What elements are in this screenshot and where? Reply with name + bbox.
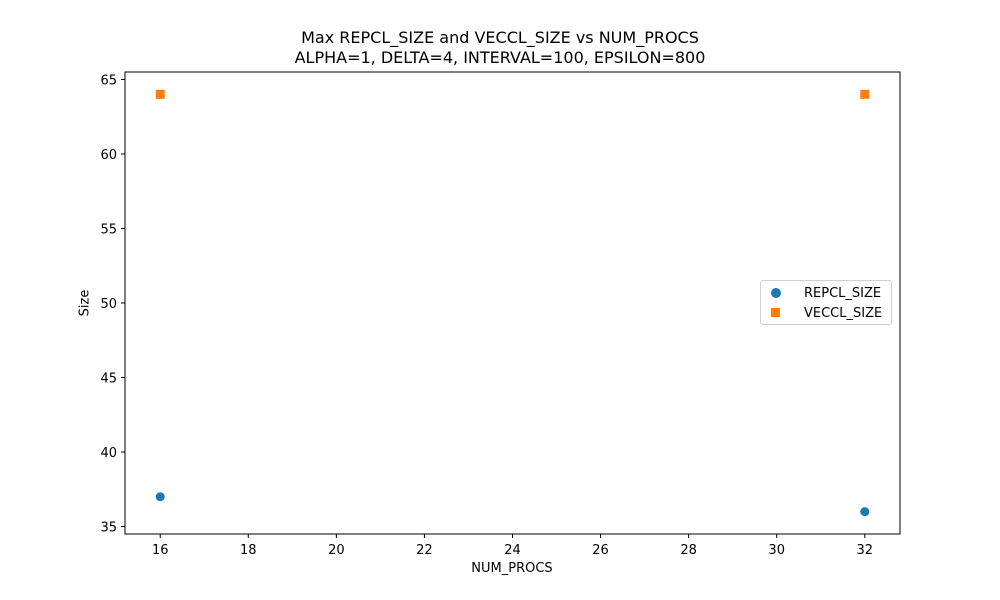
x-tick-label: 26 [592,543,609,558]
legend-entry-repcl: REPCL_SIZE [769,283,881,303]
x-tick-label: 16 [152,543,169,558]
data-point-veccl-size [155,89,165,99]
x-tick-label: 18 [240,543,257,558]
legend: REPCL_SIZE VECCL_SIZE [760,280,892,325]
square-marker-icon [769,303,783,323]
x-tick-label: 28 [680,543,697,558]
y-tick-label: 50 [100,297,117,312]
chart-title: Max REPCL_SIZE and VECCL_SIZE vs NUM_PRO… [301,28,699,47]
x-tick-label: 24 [504,543,521,558]
data-point-repcl-size [155,492,165,502]
x-tick-label: 22 [416,543,433,558]
x-tick-label: 32 [856,543,873,558]
data-point-repcl-size [860,507,870,517]
legend-entry-veccl: VECCL_SIZE [769,303,882,323]
y-tick-label: 40 [100,446,117,461]
legend-label: REPCL_SIZE [804,285,882,301]
points-layer [155,89,870,517]
x-tick-label: 20 [328,543,345,558]
chart-subtitle: ALPHA=1, DELTA=4, INTERVAL=100, EPSILON=… [294,48,706,67]
y-axis-label: Size [77,289,93,317]
y-tick-label: 45 [100,372,117,387]
x-tick-label: 30 [768,543,785,558]
plot-frame [124,71,901,535]
data-point-veccl-size [860,89,870,99]
circle-marker-icon [769,283,783,303]
y-tick-label: 55 [100,222,117,237]
y-tick-label: 35 [100,521,117,536]
y-tick-label: 60 [100,148,117,163]
y-tick-label: 65 [100,73,117,88]
x-axis-label: NUM_PROCS [471,561,553,576]
legend-label: VECCL_SIZE [804,305,883,321]
ticks-layer: 16 18 20 22 24 26 28 30 32 35 40 45 50 55 60 65 [100,73,873,558]
